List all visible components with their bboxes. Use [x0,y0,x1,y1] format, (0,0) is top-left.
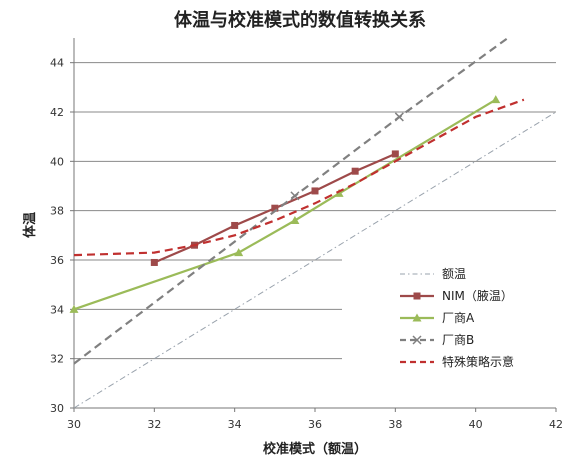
legend-entry: 特殊策略示意 [400,354,514,369]
legend-entry: 额温 [400,267,466,281]
y-tick-label: 38 [50,205,64,218]
y-tick-label: 42 [50,106,64,119]
data-point [412,335,422,345]
legend-label: NIM（腋温） [442,288,513,303]
y-tick-label: 40 [50,155,64,168]
chart-title: 体温与校准模式的数值转换关系 [174,9,426,31]
data-point [290,216,300,225]
y-tick-label: 34 [50,303,64,316]
y-tick-label: 44 [50,57,64,70]
series-2 [150,150,399,266]
x-tick-label: 32 [147,418,161,431]
series-5 [73,98,525,257]
series-group [69,37,557,409]
data-point [412,313,422,322]
data-point [394,112,404,122]
data-point [150,258,158,266]
gridlines [74,62,556,360]
legend-label: 厂商B [442,332,474,347]
data-point [351,167,359,175]
series-line [73,98,525,257]
series-line [73,37,509,365]
data-point [311,187,319,195]
y-tick-label: 36 [50,254,64,267]
legend-entry: 厂商A [400,310,475,325]
y-tick-label: 30 [50,402,64,415]
series-3 [69,95,501,313]
data-point [231,221,239,229]
axes [70,38,557,412]
x-tick-label: 40 [469,418,483,431]
y-tick-label: 32 [50,353,64,366]
legend-entry: NIM（腋温） [400,288,513,303]
data-point [413,292,421,300]
legend: 额温 NIM（腋温） 厂商A 厂商B 特殊策略示意 [400,267,514,369]
x-tick-label: 36 [308,418,322,431]
x-axis-label: 校准模式（额温） [263,441,367,457]
data-point [491,95,501,104]
legend-label: 特殊策略示意 [442,354,514,369]
data-point [290,191,300,201]
legend-entry: 厂商B [400,332,474,347]
legend-label: 厂商A [442,310,475,325]
data-point [69,304,79,313]
x-tick-label: 34 [228,418,242,431]
data-point [334,188,344,197]
y-axis-label: 体温 [22,212,38,238]
data-point [234,248,244,257]
data-point [391,150,399,158]
x-tick-label: 38 [388,418,402,431]
data-point [271,204,279,212]
legend-label: 额温 [442,267,466,281]
tick-labels: 30 32 34 36 38 40 42 44 30 32 34 36 38 40 42 [50,57,563,431]
series-4 [73,37,509,365]
x-tick-label: 42 [549,418,563,431]
x-tick-label: 30 [67,418,81,431]
